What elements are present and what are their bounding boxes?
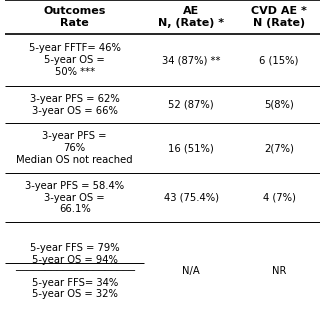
Text: 16 (51%): 16 (51%) — [168, 143, 214, 153]
Text: 3-year PFS =
76%
Median OS not reached: 3-year PFS = 76% Median OS not reached — [16, 132, 133, 164]
Text: CVD AE *
N (Rate): CVD AE * N (Rate) — [251, 6, 307, 28]
Text: 3-year PFS = 58.4%
3-year OS =
66.1%: 3-year PFS = 58.4% 3-year OS = 66.1% — [25, 181, 124, 214]
Text: AE
N, (Rate) *: AE N, (Rate) * — [158, 6, 224, 28]
Text: 3-year PFS = 62%
3-year OS = 66%: 3-year PFS = 62% 3-year OS = 66% — [30, 94, 119, 116]
Text: 5-year FFS = 79%
5-year OS = 94%
────────────────────
5-year FFS= 34%
5-year OS : 5-year FFS = 79% 5-year OS = 94% ───────… — [15, 243, 135, 300]
Text: 5-year FFTF= 46%
5-year OS =
50% ***: 5-year FFTF= 46% 5-year OS = 50% *** — [29, 44, 121, 76]
Text: NR: NR — [272, 266, 286, 276]
Text: 6 (15%): 6 (15%) — [260, 55, 299, 65]
Text: 34 (87%) **: 34 (87%) ** — [162, 55, 220, 65]
Text: 5(8%): 5(8%) — [264, 100, 294, 110]
Text: 2(7%): 2(7%) — [264, 143, 294, 153]
Text: Outcomes
Rate: Outcomes Rate — [44, 6, 106, 28]
Text: 4 (7%): 4 (7%) — [263, 193, 296, 203]
Text: N/A: N/A — [182, 266, 200, 276]
Text: 43 (75.4%): 43 (75.4%) — [164, 193, 219, 203]
Text: 52 (87%): 52 (87%) — [168, 100, 214, 110]
